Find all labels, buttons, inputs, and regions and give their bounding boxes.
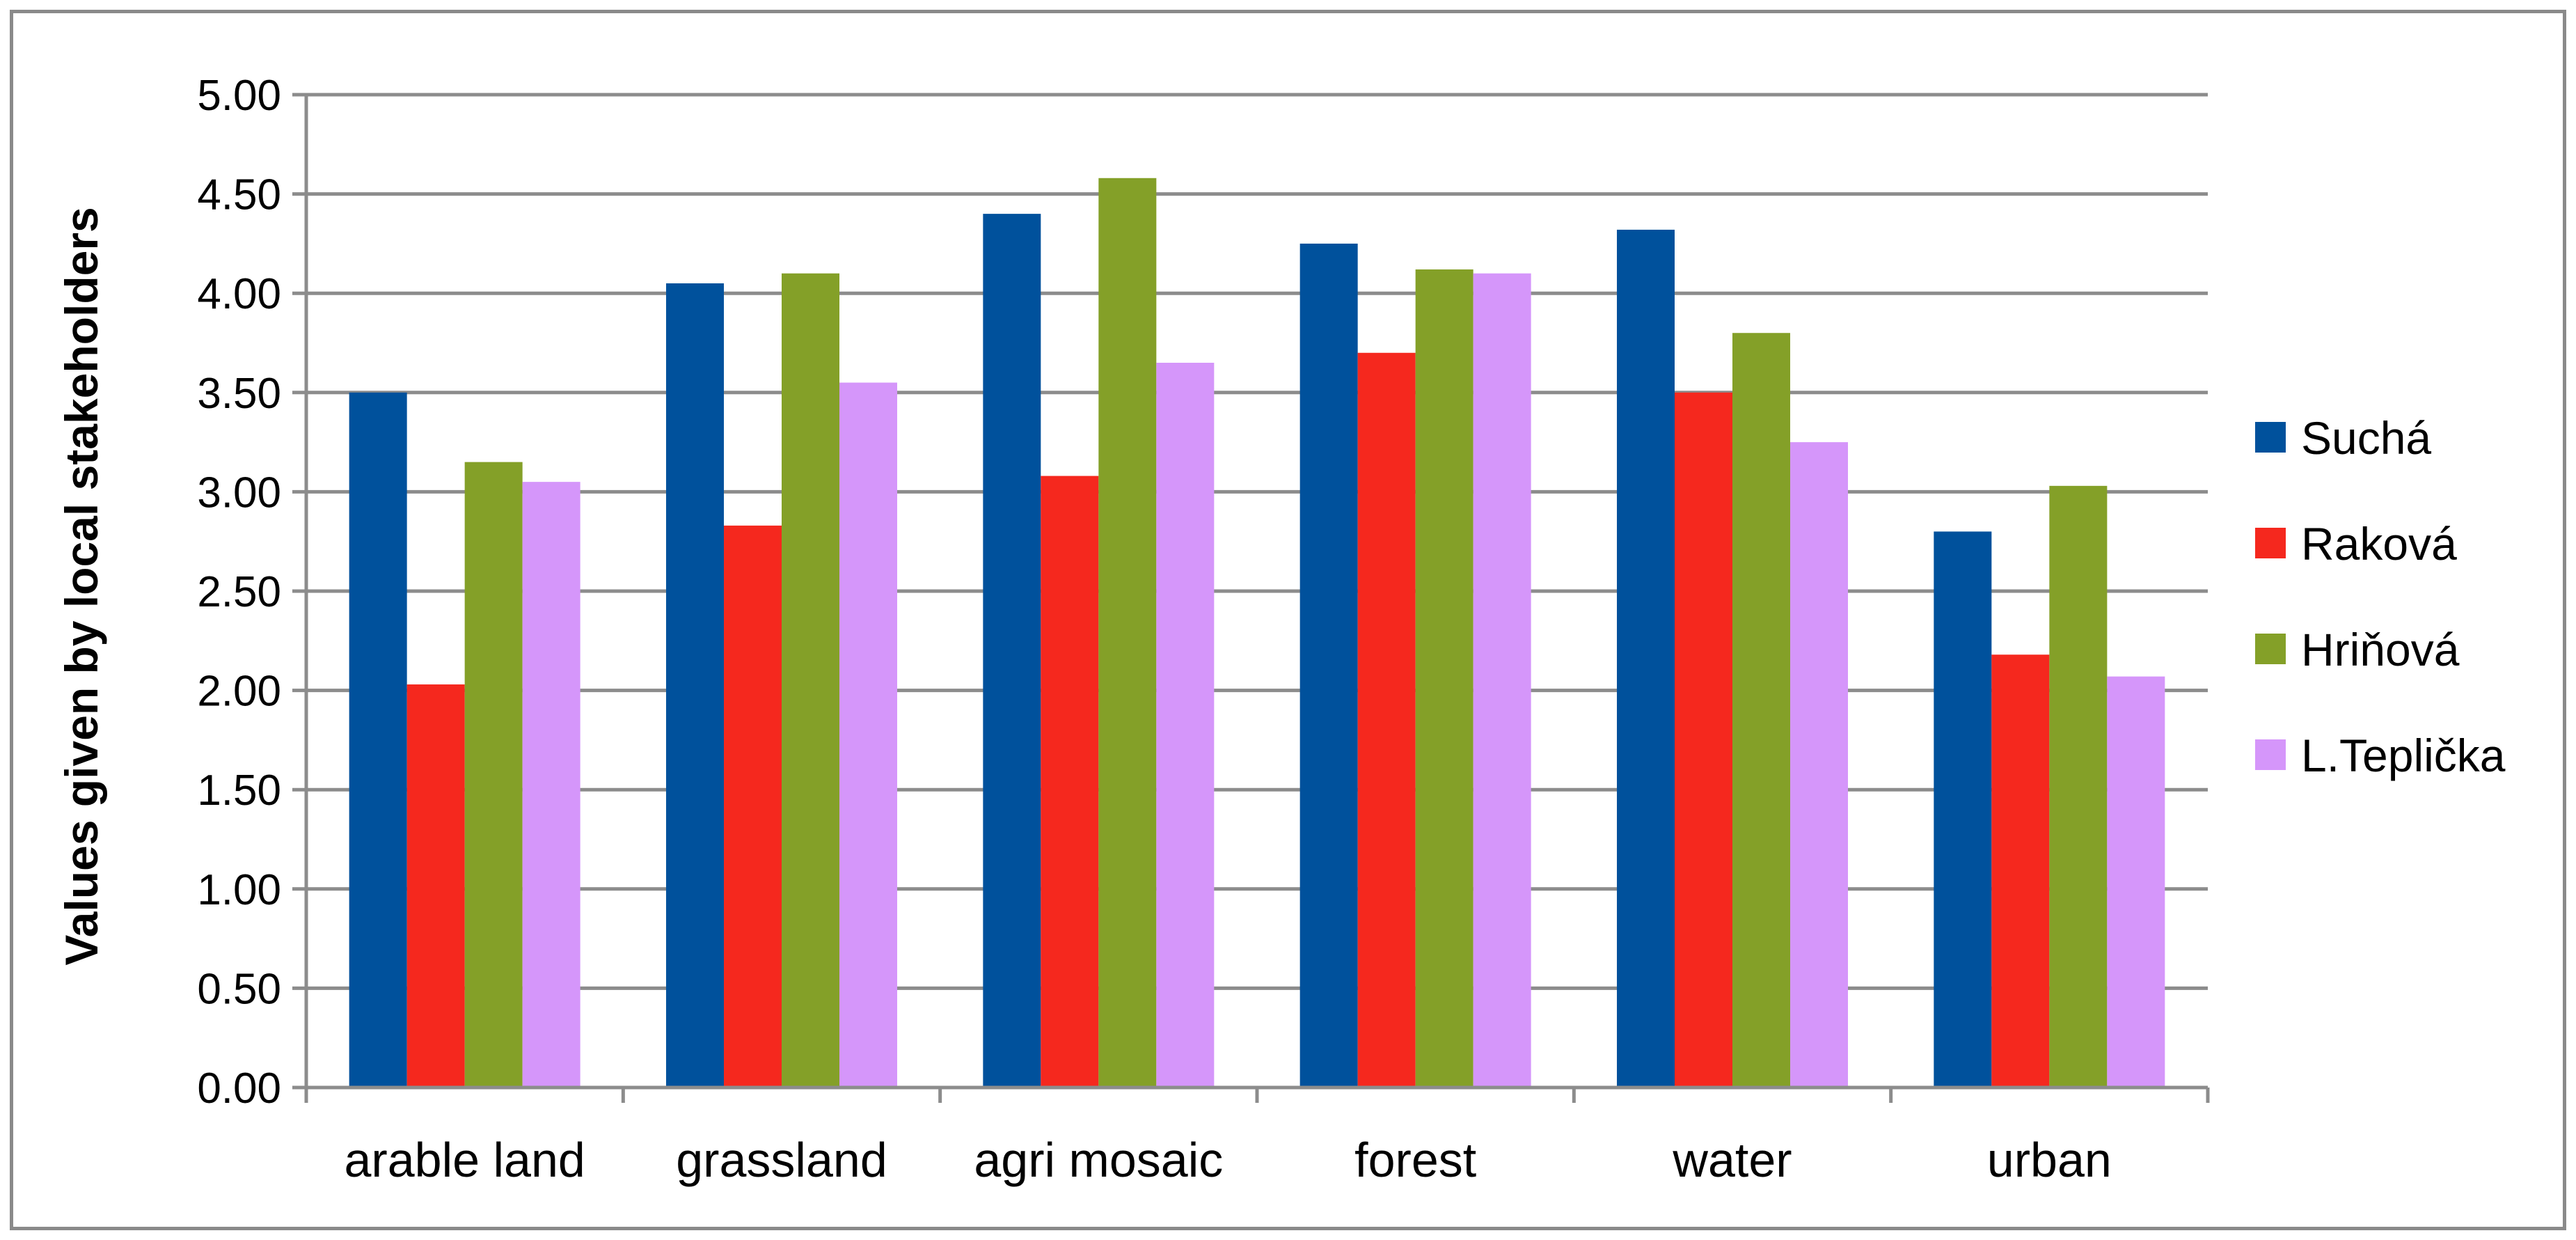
y-axis-title: Values given by local stakeholders xyxy=(56,207,107,965)
bar-agri-mosaic-series-3 xyxy=(1156,363,1215,1088)
bar-agri-mosaic-series-1 xyxy=(1041,476,1099,1088)
legend-label: Suchá xyxy=(2301,412,2431,464)
bar-forest-series-0 xyxy=(1299,243,1358,1088)
bar-water-series-0 xyxy=(1617,229,1675,1088)
bars xyxy=(349,178,2165,1088)
x-category-label: water xyxy=(1672,1133,1792,1187)
x-category-label: grassland xyxy=(676,1133,887,1187)
bar-arable-land-series-1 xyxy=(406,684,465,1088)
bar-urban-series-0 xyxy=(1934,531,1992,1088)
y-tick-label: 4.00 xyxy=(197,270,281,318)
y-tick-label: 0.50 xyxy=(197,965,281,1013)
y-tick-label: 1.00 xyxy=(197,866,281,914)
bar-water-series-3 xyxy=(1790,442,1848,1088)
legend-swatch xyxy=(2255,528,2286,558)
x-category-label: forest xyxy=(1354,1133,1476,1187)
y-tick-labels: 0.00 0.50 1.00 1.50 2.00 2.50 3.00 3.50 4.00 4.50… xyxy=(197,72,281,1113)
y-tick-label: 4.50 xyxy=(197,171,281,219)
x-category-label: agri mosaic xyxy=(974,1133,1223,1187)
legend-swatch xyxy=(2255,739,2286,770)
legend-label: Raková xyxy=(2301,518,2457,570)
legend-swatch xyxy=(2255,634,2286,664)
bar-urban-series-3 xyxy=(2107,676,2165,1088)
y-tick-label: 3.50 xyxy=(197,370,281,418)
bar-forest-series-1 xyxy=(1357,352,1416,1088)
legend-label: L.Teplička xyxy=(2301,730,2506,781)
axes xyxy=(304,95,2210,1103)
legend-swatch xyxy=(2255,422,2286,453)
bar-agri-mosaic-series-2 xyxy=(1098,178,1157,1088)
x-category-label: arable land xyxy=(344,1133,585,1187)
y-tick-label: 1.50 xyxy=(197,767,281,815)
y-tick-label: 2.50 xyxy=(197,568,281,616)
bar-arable-land-series-3 xyxy=(522,482,580,1088)
legend-label: Hriňová xyxy=(2301,624,2460,675)
x-category-label: urban xyxy=(1987,1133,2112,1187)
bar-water-series-2 xyxy=(1732,333,1790,1088)
bar-forest-series-2 xyxy=(1415,269,1473,1088)
x-category-labels: arable land grassland agri mosaic forest wat… xyxy=(344,1133,2111,1187)
y-tick-label: 2.00 xyxy=(197,668,281,716)
y-tick-label: 0.00 xyxy=(197,1065,281,1113)
bar-grassland-series-3 xyxy=(839,382,897,1088)
bar-water-series-1 xyxy=(1675,392,1732,1088)
bar-agri-mosaic-series-0 xyxy=(983,214,1041,1088)
bar-grassland-series-1 xyxy=(724,525,782,1088)
bar-grassland-series-0 xyxy=(666,283,724,1088)
bar-arable-land-series-2 xyxy=(464,462,523,1088)
legend: Suchá Raková Hriňová L.Teplička xyxy=(2255,412,2506,781)
bar-urban-series-1 xyxy=(1991,654,2050,1088)
bar-urban-series-2 xyxy=(2049,485,2108,1088)
gridlines xyxy=(292,93,2208,1090)
y-tick-label: 3.00 xyxy=(197,469,281,517)
bar-grassland-series-2 xyxy=(782,273,839,1088)
bar-forest-series-3 xyxy=(1473,273,1531,1088)
bar-arable-land-series-0 xyxy=(349,392,407,1088)
y-tick-label: 5.00 xyxy=(197,72,281,120)
